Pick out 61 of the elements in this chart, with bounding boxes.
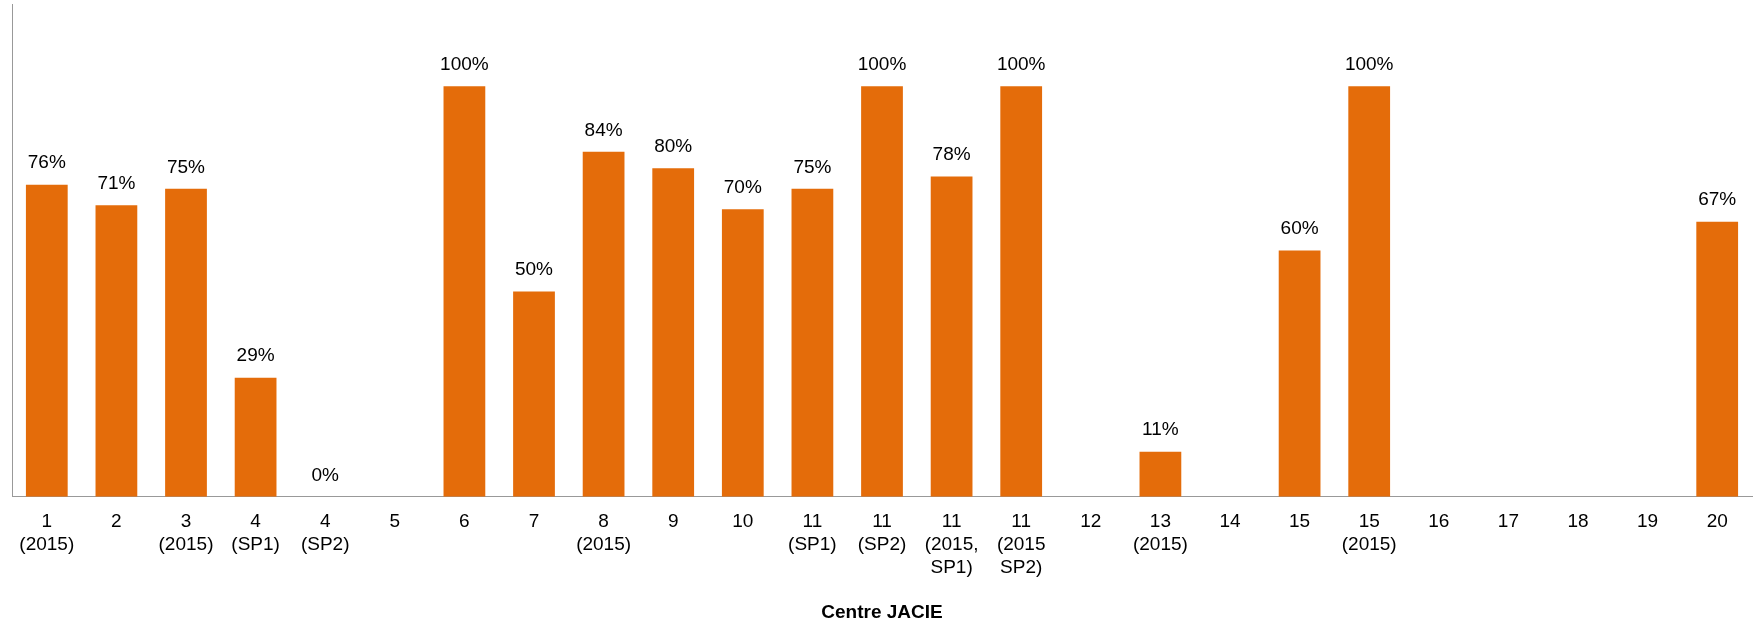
x-tick-label: 15: [1289, 510, 1311, 532]
bar: [443, 86, 486, 497]
bar: [652, 168, 695, 497]
bar: [25, 184, 68, 497]
data-label: 75%: [166, 155, 206, 177]
bar: [165, 188, 207, 497]
x-tick-label: 15 (2015): [1341, 510, 1397, 555]
x-tick-label: 5: [389, 510, 401, 532]
data-label: 80%: [654, 135, 693, 156]
bar: [1348, 86, 1391, 497]
x-tick-label: 4 (SP1): [231, 510, 280, 555]
data-label: 100%: [857, 52, 907, 74]
x-tick-label: 4 (SP2): [300, 510, 350, 555]
x-tick-label: 8 (2015): [576, 510, 632, 555]
x-tick-label: 11 (SP2): [857, 510, 907, 555]
data-label: 76%: [27, 151, 66, 173]
bar: [791, 188, 834, 497]
x-tick-label: 19: [1637, 510, 1659, 532]
bar: [1139, 451, 1182, 497]
x-tick-label: 12: [1080, 510, 1102, 532]
bar: [1000, 86, 1043, 497]
data-label: 0%: [311, 463, 340, 485]
data-label: 67%: [1698, 188, 1737, 210]
x-tick-label: 6: [459, 510, 470, 532]
data-label: 50%: [514, 258, 554, 280]
data-label: 75%: [793, 155, 832, 177]
bar: [582, 151, 625, 497]
data-label: 11%: [1142, 418, 1179, 440]
x-tick-label: 7: [528, 510, 540, 532]
bar: [930, 176, 973, 497]
bar: [234, 377, 277, 497]
bar: [721, 209, 764, 497]
x-tick-label: 3 (2015): [158, 510, 214, 555]
x-tick-label: 9: [667, 510, 679, 532]
x-tick-label: 10: [732, 510, 754, 532]
x-tick-label: 11 (2015 SP2): [996, 510, 1046, 578]
bar: [1696, 221, 1739, 497]
x-axis-title: Centre JACIE: [821, 600, 943, 622]
x-tick-label: 17: [1497, 510, 1519, 532]
bar: [95, 205, 138, 497]
bar: [861, 86, 903, 497]
data-label: 78%: [932, 143, 971, 165]
bar: [513, 291, 555, 497]
x-tick-label: 20: [1706, 510, 1728, 532]
data-label: 29%: [236, 344, 275, 366]
x-tick-label: 1 (2015): [19, 510, 75, 555]
bar: [1278, 250, 1321, 497]
x-tick-label: 16: [1428, 510, 1450, 532]
data-label: 70%: [723, 176, 762, 198]
x-tick-label: 2: [111, 510, 122, 532]
x-tick-label: 14: [1219, 510, 1241, 532]
data-label: 60%: [1280, 217, 1319, 239]
x-tick-label: 13 (2015): [1132, 510, 1188, 555]
x-tick-label: 11 (2015, SP1): [924, 510, 979, 578]
x-tick-label: 11 (SP1): [788, 510, 837, 555]
x-tick-label: 18: [1567, 510, 1589, 532]
data-label: 100%: [440, 52, 489, 74]
data-label: 71%: [97, 171, 136, 193]
data-label: 100%: [1344, 52, 1394, 74]
data-label: 84%: [584, 118, 623, 140]
data-label: 100%: [996, 52, 1046, 74]
